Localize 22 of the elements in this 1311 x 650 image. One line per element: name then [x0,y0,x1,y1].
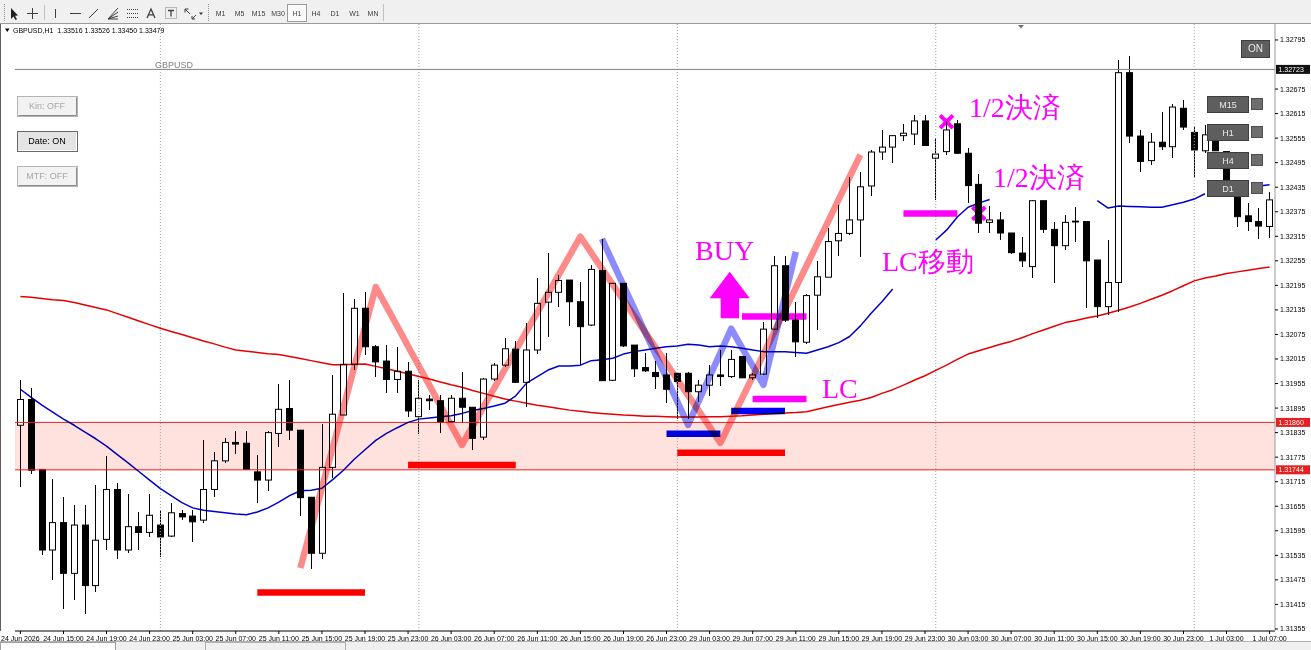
button: H1 [1207,124,1249,141]
button: ON [1241,40,1270,58]
annotation: LC移動 [882,245,974,277]
annotation: ON [1248,43,1263,54]
annotation: Kin: OFF [28,101,66,112]
annotation: LC [822,372,858,404]
annotation: D1 [1222,183,1234,194]
annotation: MTF: OFF [26,171,69,182]
annotation: 1/2決済 [993,161,1085,193]
annotation: Date: ON [28,136,66,147]
button: Kin: OFF [17,96,78,117]
annotation: H4 [1222,155,1234,166]
ref-line-label: GBPUSD [155,59,194,70]
annotation: BUY [695,235,755,266]
annotation: M15 [1219,99,1237,110]
annotation: H1 [1222,127,1234,138]
button: MTF: OFF [17,166,78,187]
button: D1 [1207,180,1249,197]
button: M15 [1207,96,1249,113]
button: Date: ON [17,131,78,152]
button: H4 [1207,152,1249,169]
annotation: 1/2決済 [969,92,1061,123]
